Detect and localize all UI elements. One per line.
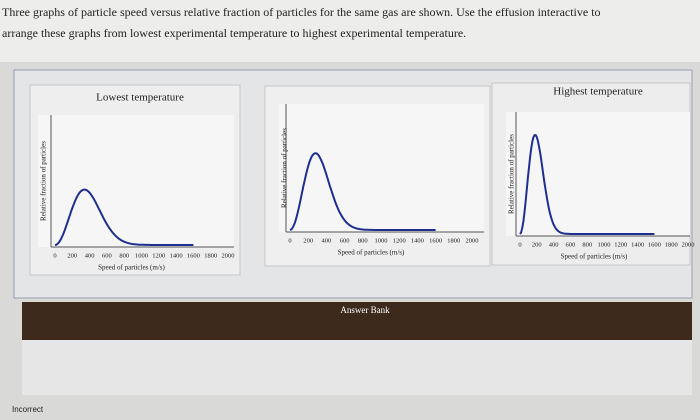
y-axis-label: Relative fraction of particles — [40, 141, 48, 221]
x-tick-label: 2000 — [682, 241, 695, 248]
y-axis-label: Relative fraction of particles — [281, 128, 289, 208]
plot-area — [279, 104, 484, 232]
x-tick-label: 600 — [340, 237, 350, 244]
status: Incorrect — [12, 405, 44, 414]
x-tick-label: 1200 — [152, 252, 165, 259]
x-tick-label: 1400 — [170, 252, 183, 259]
y-axis-label: Relative fraction of particles — [508, 134, 516, 214]
distribution-curve — [54, 188, 194, 246]
x-tick-label: 200 — [532, 241, 542, 248]
answer-bank-title: Answer Bank — [340, 305, 390, 315]
x-tick-label: 1000 — [375, 237, 388, 244]
x-tick-label: 1200 — [393, 237, 406, 244]
x-tick-label: 1600 — [648, 241, 661, 248]
x-tick-label: 2000 — [222, 252, 235, 259]
x-tick-label: 0 — [53, 252, 56, 259]
x-tick-label: 800 — [119, 252, 129, 259]
x-tick-label: 1400 — [631, 241, 644, 248]
x-tick-label: 1000 — [598, 241, 611, 248]
answer-bank-bar — [22, 302, 692, 340]
x-tick-label: 1600 — [429, 237, 442, 244]
x-tick-label: 400 — [549, 241, 559, 248]
x-tick-label: 1800 — [447, 237, 460, 244]
x-tick-label: 400 — [322, 237, 332, 244]
x-axis-label: Speed of particles (m/s) — [98, 264, 165, 272]
x-tick-label: 1400 — [411, 237, 424, 244]
header-area — [0, 0, 700, 62]
plot-area — [38, 115, 234, 247]
x-tick-label: 2000 — [466, 237, 479, 244]
x-tick-label: 0 — [288, 237, 291, 244]
distribution-curve — [519, 134, 655, 235]
x-tick-label: 1000 — [135, 252, 148, 259]
instruction-line: Three graphs of particle speed versus re… — [2, 5, 601, 19]
slot-label: Lowest temperature — [96, 92, 184, 104]
x-tick-label: 200 — [303, 237, 313, 244]
answer-bank-area — [22, 340, 692, 395]
x-tick-label: 1800 — [204, 252, 217, 259]
x-tick-label: 600 — [102, 252, 112, 259]
distribution-curve — [289, 152, 436, 231]
slot-label: Highest temperature — [553, 86, 643, 98]
x-axis-label: Speed of particles (m/s) — [561, 253, 628, 261]
instruction-line: arrange these graphs from lowest experim… — [2, 26, 466, 40]
x-tick-label: 400 — [85, 252, 95, 259]
plot-area — [506, 112, 690, 236]
x-axis-label: Speed of particles (m/s) — [338, 249, 405, 257]
x-tick-label: 800 — [582, 241, 592, 248]
x-tick-label: 1600 — [187, 252, 200, 259]
x-tick-label: 1200 — [614, 241, 627, 248]
x-tick-label: 800 — [358, 237, 368, 244]
x-tick-label: 200 — [67, 252, 77, 259]
x-tick-label: 1800 — [665, 241, 678, 248]
x-tick-label: 0 — [518, 241, 521, 248]
x-tick-label: 600 — [566, 241, 576, 248]
